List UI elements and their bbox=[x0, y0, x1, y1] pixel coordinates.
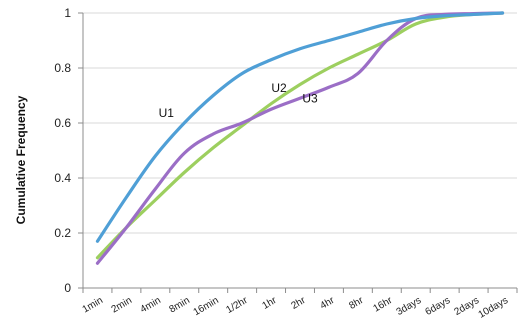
y-tick-label: 0.6 bbox=[54, 116, 71, 130]
series-lines bbox=[95, 11, 505, 265]
y-tick-label: 0.2 bbox=[54, 226, 71, 240]
series-label-u1: U1 bbox=[159, 106, 175, 120]
axes bbox=[78, 12, 518, 293]
x-tick-label: 8hr bbox=[347, 295, 366, 312]
labels: 0 0.2 0.4 0.6 0.8 1 1min 2min 4min 8min 16min 1/2hr… bbox=[54, 6, 510, 321]
x-tick-label: 2hr bbox=[289, 295, 308, 312]
x-tick-label: 16hr bbox=[371, 295, 394, 315]
series-label-u2: U2 bbox=[271, 81, 287, 95]
x-tick-label: 16min bbox=[192, 295, 221, 318]
x-tick-label: 10days bbox=[477, 295, 510, 321]
gridlines bbox=[83, 12, 517, 234]
series-line-u1 bbox=[95, 11, 505, 243]
x-tick-label: 1hr bbox=[261, 295, 280, 312]
series-line-u3 bbox=[95, 11, 505, 265]
x-tick-label: 1/2hr bbox=[224, 295, 250, 316]
x-tick-label: 8min bbox=[167, 295, 191, 315]
x-tick-label: 6days bbox=[424, 295, 453, 318]
x-tick-label: 4min bbox=[139, 295, 163, 315]
x-tick-label: 1min bbox=[81, 295, 105, 315]
y-tick-label: 1 bbox=[64, 6, 71, 20]
y-tick-label: 0 bbox=[64, 281, 71, 295]
y-tick-label: 0.8 bbox=[54, 61, 71, 75]
y-axis-title: Cumulative Frequency bbox=[14, 95, 28, 224]
series-line-u2 bbox=[95, 11, 505, 260]
x-tick-label: 2min bbox=[110, 295, 134, 315]
x-tick-label: 3days bbox=[395, 295, 424, 318]
y-tick-label: 0.4 bbox=[54, 171, 71, 185]
x-tick-label: 2days bbox=[452, 295, 481, 318]
series-label-u3: U3 bbox=[302, 91, 318, 105]
x-tick-label: 4hr bbox=[318, 295, 337, 312]
